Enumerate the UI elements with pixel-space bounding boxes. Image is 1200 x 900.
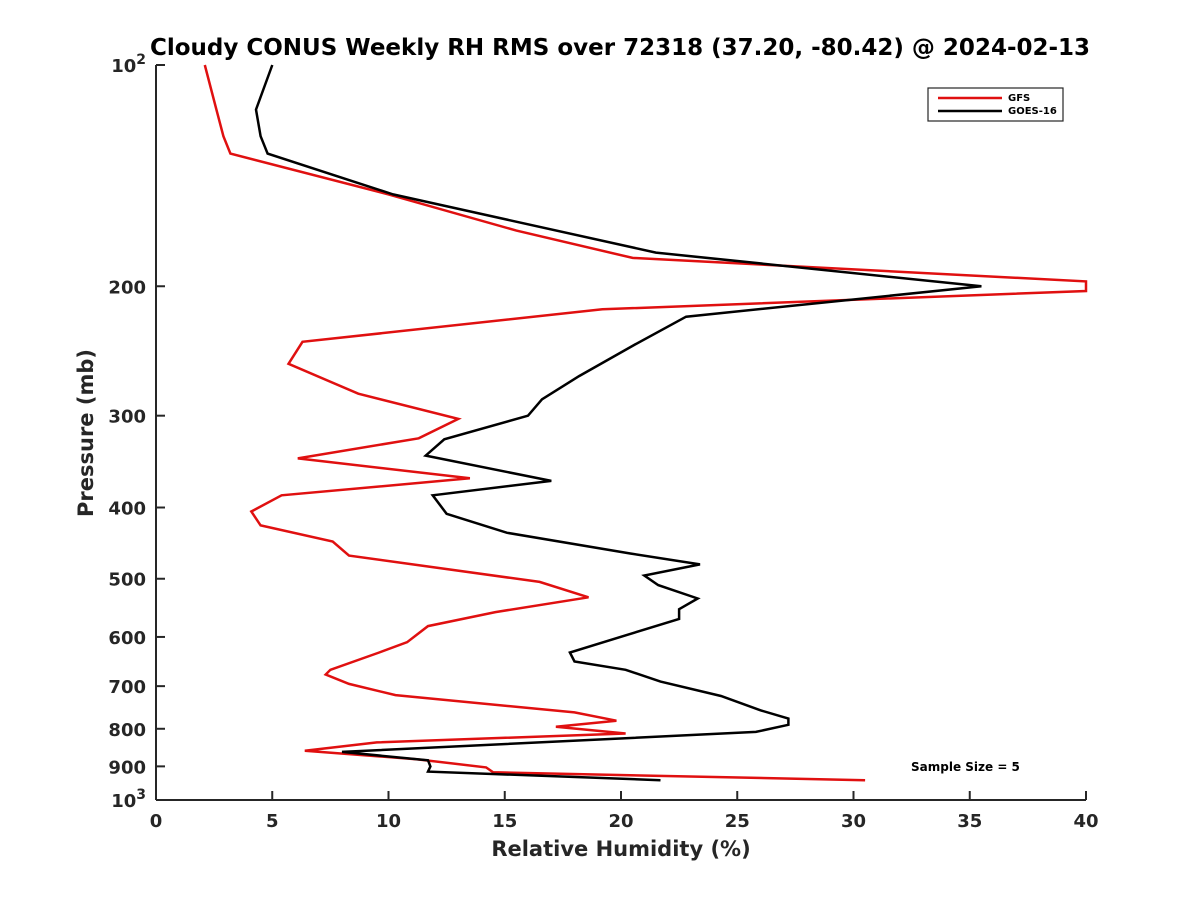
y-tick-label: 700: [108, 677, 146, 698]
legend: GFS GOES-16: [927, 87, 1064, 122]
y-tick-label: 800: [108, 720, 146, 741]
series-layer: [203, 64, 1088, 782]
x-tick-label: 10: [376, 811, 401, 832]
chart-title: Cloudy CONUS Weekly RH RMS over 72318 (3…: [150, 35, 1090, 61]
x-ticks: 0 5 10 15 20 25 30 35 40: [150, 791, 1099, 832]
x-tick-label: 15: [492, 811, 517, 832]
legend-label-gfs: GFS: [1008, 93, 1030, 104]
y-ticks: 102 200 300 400 500 600 700 800 900 103: [108, 52, 165, 812]
x-tick-label: 25: [725, 811, 750, 832]
y-tick-label: 300: [108, 407, 146, 428]
sample-size-annotation: Sample Size = 5: [911, 760, 1020, 774]
y-tick-label: 102: [111, 52, 146, 77]
x-tick-label: 40: [1073, 811, 1098, 832]
series-line-gfs: [203, 64, 1088, 782]
x-tick-label: 20: [608, 811, 633, 832]
x-tick-label: 35: [957, 811, 982, 832]
x-axis-label: Relative Humidity (%): [491, 837, 750, 861]
plot-area: 0 5 10 15 20 25 30 35 40 102 200 300 400 500 600 700 80…: [108, 52, 1098, 832]
y-axis-label: Pressure (mb): [74, 349, 98, 517]
y-tick-label: 103: [111, 787, 146, 812]
y-tick-label: 200: [108, 277, 146, 298]
x-tick-label: 30: [841, 811, 866, 832]
legend-label-goes16: GOES-16: [1008, 106, 1057, 117]
series-line-goes16: [254, 64, 982, 782]
y-tick-label: 500: [108, 570, 146, 591]
y-tick-label: 400: [108, 499, 146, 520]
x-tick-label: 0: [150, 811, 163, 832]
y-tick-label: 600: [108, 628, 146, 649]
y-tick-label: 900: [108, 757, 146, 778]
x-tick-label: 5: [266, 811, 279, 832]
legend-box: [927, 87, 1064, 122]
